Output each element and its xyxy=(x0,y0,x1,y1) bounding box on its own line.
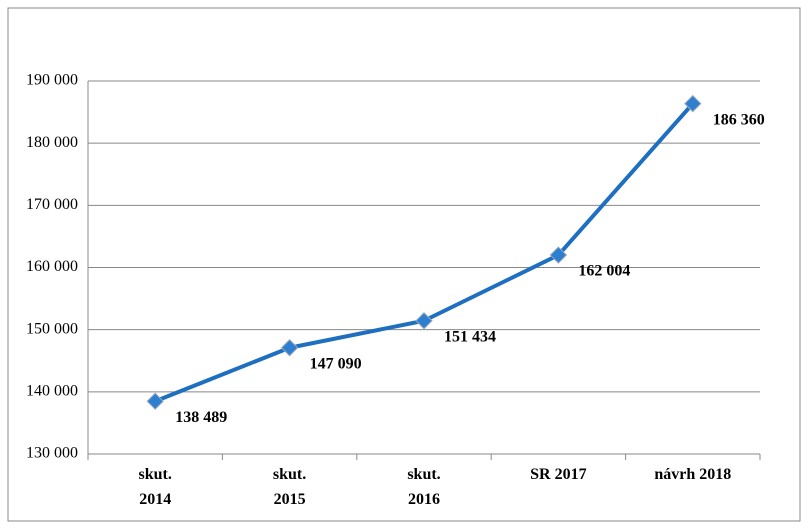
marker xyxy=(684,94,702,113)
chart-border xyxy=(7,7,801,522)
marker xyxy=(280,339,299,357)
marker xyxy=(146,392,164,410)
x-tick-label: skut. 2014 xyxy=(138,466,172,508)
marker xyxy=(549,246,568,264)
marker xyxy=(415,312,433,330)
x-tick-label: návrh 2018 xyxy=(654,466,732,483)
y-tick-label: 140 000 xyxy=(26,383,78,400)
y-tick-label: 150 000 xyxy=(26,320,78,337)
y-tick-label: 130 000 xyxy=(26,445,78,462)
y-tick-label: 160 000 xyxy=(26,258,78,275)
data-label: 138 489 xyxy=(175,409,227,426)
y-tick-label: 180 000 xyxy=(26,134,78,151)
x-tick-label: SR 2017 xyxy=(530,466,587,483)
data-label: 147 090 xyxy=(310,355,362,372)
data-label: 186 360 xyxy=(713,111,765,128)
data-line xyxy=(154,102,695,404)
x-tick-label: skut. 2015 xyxy=(272,466,307,508)
y-tick-label: 170 000 xyxy=(26,196,78,213)
y-tick-label: 190 000 xyxy=(26,72,78,89)
data-label: 162 004 xyxy=(578,263,630,280)
x-tick-label: skut. 2016 xyxy=(407,466,441,508)
data-label: 151 434 xyxy=(444,328,496,345)
